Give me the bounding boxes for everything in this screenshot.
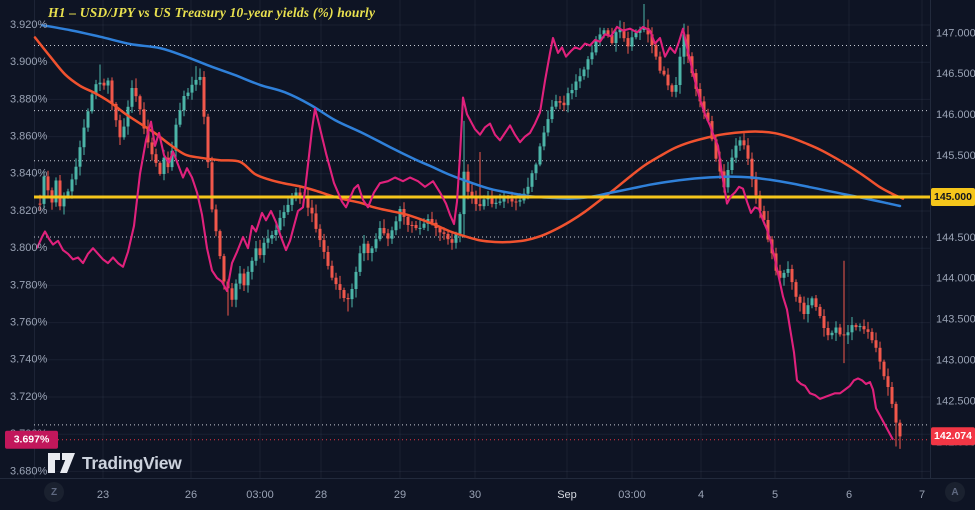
svg-text:3.780%: 3.780% bbox=[10, 279, 48, 291]
svg-text:23: 23 bbox=[97, 489, 109, 501]
svg-text:3.840%: 3.840% bbox=[10, 168, 48, 180]
svg-text:3.720%: 3.720% bbox=[10, 391, 48, 403]
svg-text:29: 29 bbox=[394, 489, 406, 501]
tradingview-logo-icon bbox=[48, 453, 75, 473]
axis-borders bbox=[0, 0, 975, 479]
left-price-axis[interactable]: 3.920% 3.900% 3.880% 3.860% 3.840% 3.820% 3.80… bbox=[10, 19, 48, 477]
gridlines bbox=[34, 0, 930, 478]
svg-text:143.500: 143.500 bbox=[936, 314, 975, 326]
svg-text:6: 6 bbox=[846, 489, 852, 501]
svg-text:144.500: 144.500 bbox=[936, 232, 975, 244]
svg-text:147.000: 147.000 bbox=[936, 27, 975, 39]
dotted-level-lines bbox=[34, 45, 930, 441]
svg-text:146.500: 146.500 bbox=[936, 68, 975, 80]
price-last-value-pill bbox=[931, 427, 975, 446]
auto-scale-button[interactable]: A bbox=[945, 482, 965, 502]
svg-text:3.800%: 3.800% bbox=[10, 242, 48, 254]
svg-text:3.900%: 3.900% bbox=[10, 56, 48, 68]
yield-last-value-pill bbox=[5, 430, 58, 449]
svg-text:3.740%: 3.740% bbox=[10, 354, 48, 366]
svg-text:3.697%: 3.697% bbox=[14, 434, 50, 446]
svg-text:142.500: 142.500 bbox=[936, 395, 975, 407]
timezone-button[interactable]: Z bbox=[44, 482, 64, 502]
svg-text:145.500: 145.500 bbox=[936, 150, 975, 162]
svg-text:3.920%: 3.920% bbox=[10, 19, 48, 31]
svg-text:7: 7 bbox=[919, 489, 925, 501]
svg-text:3.760%: 3.760% bbox=[10, 317, 48, 329]
yellow-level-pill bbox=[931, 188, 975, 206]
svg-text:3.680%: 3.680% bbox=[10, 465, 48, 477]
svg-text:26: 26 bbox=[185, 489, 197, 501]
tradingview-logo[interactable]: TradingView bbox=[48, 453, 182, 474]
us10y-yield-line[interactable] bbox=[36, 25, 894, 441]
svg-text:3.880%: 3.880% bbox=[10, 93, 48, 105]
svg-text:28: 28 bbox=[315, 489, 327, 501]
moving-average-lines bbox=[33, 23, 905, 244]
time-axis[interactable]: 23 26 03:00 28 29 30 Sep 03:00 4 5 6 7 bbox=[97, 489, 925, 501]
svg-text:144.000: 144.000 bbox=[936, 273, 975, 285]
svg-text:142.074: 142.074 bbox=[934, 430, 972, 442]
orange-ma-line bbox=[33, 36, 905, 244]
blue-ma-line bbox=[40, 23, 902, 208]
svg-text:146.000: 146.000 bbox=[936, 109, 975, 121]
usdjpy-candles bbox=[38, 4, 902, 449]
svg-text:3.820%: 3.820% bbox=[10, 205, 48, 217]
svg-text:03:00: 03:00 bbox=[246, 489, 274, 501]
svg-text:30: 30 bbox=[469, 489, 481, 501]
last-value-labels: 3.697% 145.000 142.074 bbox=[5, 188, 975, 449]
svg-text:145.000: 145.000 bbox=[934, 191, 972, 203]
svg-text:5: 5 bbox=[772, 489, 778, 501]
svg-text:4: 4 bbox=[698, 489, 704, 501]
svg-text:143.000: 143.000 bbox=[936, 355, 975, 367]
svg-text:03:00: 03:00 bbox=[618, 489, 646, 501]
svg-text:3.860%: 3.860% bbox=[10, 131, 48, 143]
tradingview-logo-text: TradingView bbox=[82, 453, 182, 473]
svg-text:Sep: Sep bbox=[557, 489, 577, 501]
